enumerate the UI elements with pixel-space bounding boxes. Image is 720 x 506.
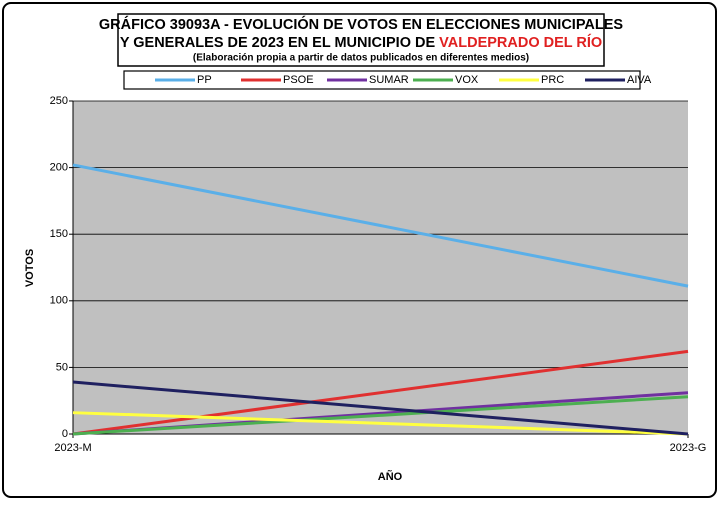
series-line xyxy=(72,349,689,436)
legend-box xyxy=(123,70,641,90)
plot-area xyxy=(73,101,688,434)
legend-label: AIVA xyxy=(627,74,652,86)
title-box xyxy=(117,13,605,67)
legend-label: PP xyxy=(197,74,212,86)
y-tick-label: 100 xyxy=(50,295,68,307)
series-line xyxy=(72,380,689,436)
legend-label: PSOE xyxy=(283,74,314,86)
y-tick-label: 200 xyxy=(50,162,68,174)
legend-label: VOX xyxy=(455,74,479,86)
chart-title-line2: Y GENERALES DE 2023 EN EL MUNICIPIO DE V… xyxy=(120,34,602,51)
y-axis-label: VOTOS xyxy=(24,249,36,287)
y-tick-label: 250 xyxy=(50,95,68,107)
series-line xyxy=(72,395,689,436)
y-tick-label: 0 xyxy=(62,428,68,440)
series-line xyxy=(72,411,689,436)
title-text: Y GENERALES DE 2023 EN EL MUNICIPIO DE xyxy=(120,35,439,51)
x-tick-label: 2023-G xyxy=(670,442,707,454)
y-tick-label: 50 xyxy=(56,361,68,373)
chart-title-line1: GRÁFICO 39093A - EVOLUCIÓN DE VOTOS EN E… xyxy=(99,15,624,33)
x-tick-label: 2023-M xyxy=(54,442,91,454)
y-tick-label: 150 xyxy=(50,228,68,240)
legend-label: PRC xyxy=(541,74,564,86)
chart-subtitle: (Elaboración propia a partir de datos pu… xyxy=(193,53,529,64)
series-line xyxy=(72,163,689,288)
legend-label: SUMAR xyxy=(369,74,409,86)
title-highlight: VALDEPRADO DEL RÍO xyxy=(439,34,602,51)
x-axis-label: AÑO xyxy=(378,470,403,483)
